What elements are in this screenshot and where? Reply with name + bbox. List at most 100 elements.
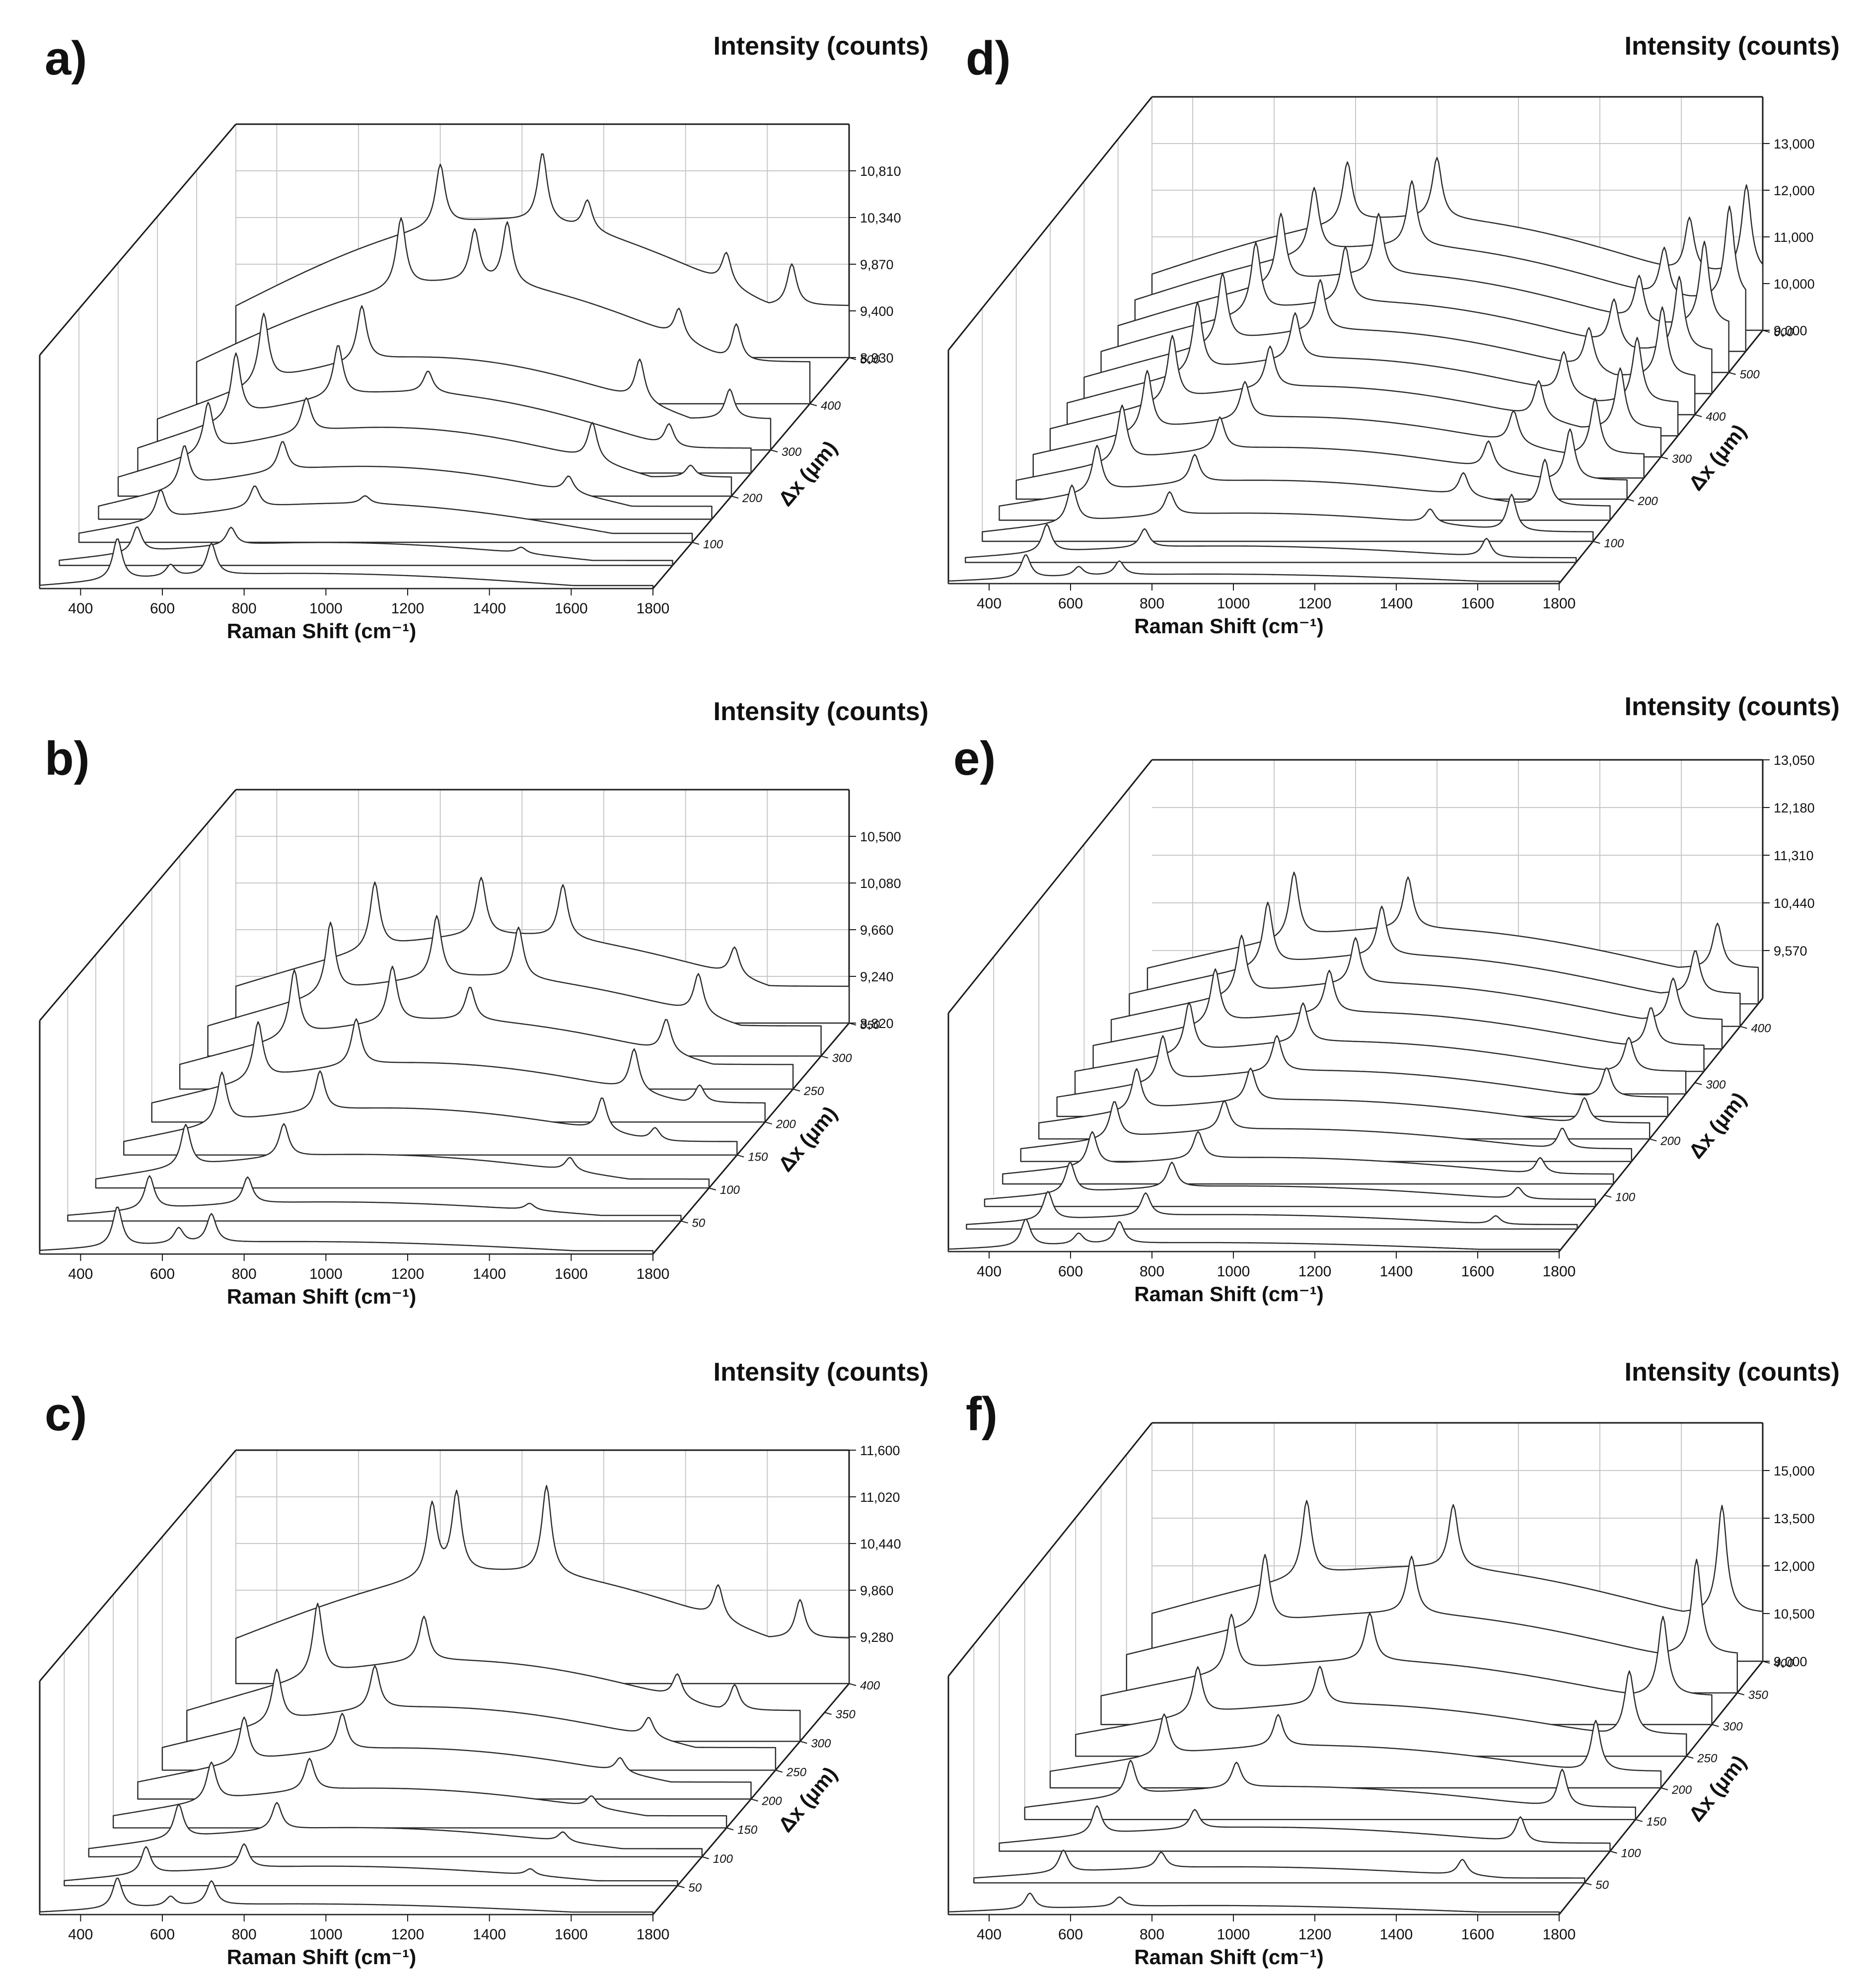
series-line [1056, 1035, 1668, 1117]
x-tick-label: 1400 [1380, 1926, 1413, 1943]
x-tick-label: 800 [1140, 1926, 1164, 1943]
x-tick-label: 400 [977, 1926, 1002, 1943]
z-tick-label: 9,570 [1774, 944, 1807, 958]
x-axis-title: Raman Shift (cm⁻¹) [227, 619, 417, 643]
axis-depth [1558, 998, 1764, 1252]
x-tick-label: 1200 [391, 600, 425, 617]
x-tick-label: 1000 [1217, 1263, 1250, 1280]
series-line [1049, 1713, 1662, 1789]
x-tick-label: 1400 [473, 600, 506, 617]
z-tick-label: 9,660 [860, 923, 894, 938]
y-tick-label: 100 [713, 1852, 733, 1866]
y-tick-label: 100 [703, 538, 723, 551]
y-tick [849, 1683, 857, 1686]
y-tick [1593, 541, 1600, 544]
y-tick [1728, 372, 1736, 375]
y-tick [1660, 456, 1668, 459]
z-axis-title: Intensity (counts) [1625, 692, 1840, 721]
y-tick [770, 449, 778, 452]
chart-panel-e: 400 600 800 1000 1200 1400 1600 1800 Raman Shift… [947, 692, 1840, 1306]
series-line [947, 1219, 1560, 1252]
x-tick-label: 600 [150, 1266, 175, 1282]
z-tick-label: 8,820 [860, 1016, 894, 1031]
y-tick [792, 1088, 800, 1092]
x-tick-label: 600 [1058, 595, 1083, 612]
series-line [1075, 1666, 1687, 1757]
y-tick-label: 300 [1672, 452, 1692, 466]
z-axis-title: Intensity (counts) [1625, 32, 1840, 61]
chart-panel-d: 400 600 800 1000 1200 1400 1600 1800 Raman Shift… [947, 32, 1840, 638]
x-tick-label: 600 [150, 600, 175, 617]
z-tick-label: 10,810 [860, 164, 901, 179]
y-tick [726, 1827, 734, 1831]
y-tick-label: 150 [748, 1151, 768, 1164]
x-tick-label: 1200 [1298, 595, 1332, 612]
y-tick [1610, 1850, 1617, 1854]
x-tick-label: 800 [232, 1926, 257, 1943]
series-line [161, 1665, 777, 1771]
x-tick-label: 1000 [1217, 1926, 1250, 1943]
x-axis-title: Raman Shift (cm⁻¹) [1134, 1945, 1324, 1969]
z-tick-label: 13,500 [1774, 1511, 1815, 1526]
series-line [39, 1877, 654, 1915]
y-tick-label: 200 [762, 1795, 783, 1808]
axis-frame [947, 759, 1153, 1014]
x-tick-label: 1000 [1217, 595, 1250, 612]
y-tick-label: 100 [1604, 537, 1624, 550]
x-tick-label: 400 [68, 1926, 93, 1943]
x-tick-label: 1800 [637, 600, 670, 617]
y-tick [824, 1712, 832, 1715]
y-tick-label: 200 [1660, 1134, 1681, 1148]
z-tick-label: 10,080 [860, 876, 901, 891]
series-line [1038, 1067, 1651, 1140]
z-tick-label: 10,500 [860, 829, 901, 844]
x-tick-label: 1200 [391, 1266, 425, 1282]
z-axis-title: Intensity (counts) [714, 1358, 929, 1387]
y-tick [1686, 1756, 1694, 1759]
y-tick [1635, 1819, 1643, 1822]
y-tick-label: 150 [1647, 1815, 1667, 1829]
y-tick [1584, 1882, 1592, 1886]
panel-label: a) [45, 32, 87, 85]
panel-label: c) [45, 1388, 87, 1441]
z-tick-label: 9,400 [860, 304, 894, 319]
y-tick [1737, 1692, 1745, 1695]
y-tick [681, 1220, 688, 1224]
y-tick-label: 100 [1621, 1847, 1642, 1860]
y-tick-label: 300 [1723, 1720, 1743, 1734]
series-line [151, 1018, 766, 1123]
x-tick-label: 1600 [555, 1266, 588, 1282]
z-tick-label: 9,240 [860, 969, 894, 984]
z-tick-label: 12,000 [1774, 1559, 1815, 1574]
x-tick-label: 600 [150, 1926, 175, 1943]
y-tick-label: 200 [1638, 495, 1658, 508]
axis-frame [39, 789, 237, 1021]
x-tick-label: 1600 [1461, 595, 1495, 612]
y-tick-label: 300 [1706, 1078, 1726, 1092]
y-tick-label: 150 [737, 1824, 758, 1837]
z-tick-label: 9,000 [1774, 323, 1807, 338]
y-tick-label: 200 [1671, 1783, 1692, 1797]
x-tick-label: 1000 [309, 1266, 343, 1282]
y-tick [737, 1154, 744, 1158]
y-tick [1649, 1138, 1657, 1142]
y-tick [692, 542, 700, 545]
series-line [973, 1849, 1585, 1884]
y-axis-title: Δx (μm) [1684, 1751, 1751, 1826]
z-axis-title: Intensity (counts) [714, 697, 929, 726]
y-tick [775, 1769, 783, 1773]
axis-depth [652, 1023, 850, 1254]
y-tick [821, 1055, 828, 1059]
chart-panel-c: 400 600 800 1000 1200 1400 1600 1800 Raman Shift… [39, 1358, 929, 1969]
series-line [1020, 1100, 1632, 1162]
y-tick [809, 403, 817, 406]
x-tick-label: 1200 [1298, 1926, 1332, 1943]
z-tick-label: 9,860 [860, 1583, 894, 1598]
y-tick-label: 50 [1595, 1878, 1609, 1892]
z-tick-label: 11,310 [1774, 848, 1814, 863]
panel-label: e) [953, 732, 996, 785]
y-tick-label: 300 [811, 1737, 831, 1750]
y-tick-label: 400 [821, 399, 841, 413]
z-tick-label: 10,500 [1774, 1607, 1815, 1621]
x-axis-title: Raman Shift (cm⁻¹) [1134, 1282, 1324, 1306]
